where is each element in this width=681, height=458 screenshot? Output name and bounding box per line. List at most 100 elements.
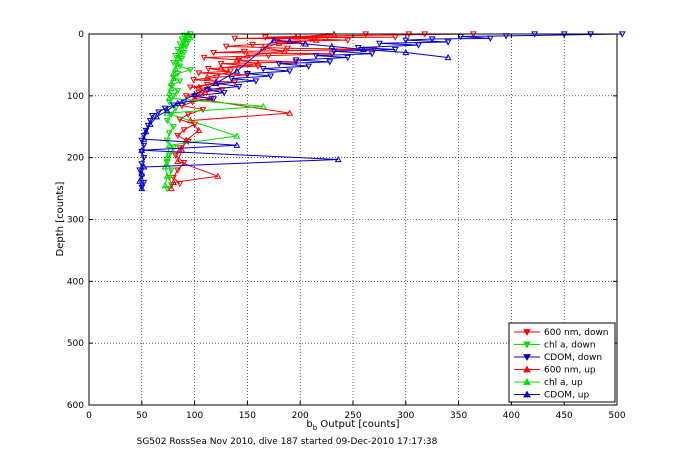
data-point	[233, 67, 241, 74]
data-point	[189, 34, 196, 41]
data-point	[186, 84, 194, 91]
data-point	[138, 184, 146, 192]
data-point	[286, 37, 294, 44]
x-axis-label-main: b	[306, 419, 312, 430]
data-point	[203, 73, 211, 80]
data-point	[344, 54, 352, 62]
data-point	[280, 47, 288, 54]
data-point	[174, 60, 182, 67]
data-point	[286, 68, 294, 75]
data-point	[190, 77, 197, 84]
x-tick-label: 450	[556, 411, 573, 421]
legend-entry: CDOM, down	[514, 353, 602, 363]
legend-marker	[523, 390, 531, 398]
data-point	[261, 34, 269, 41]
data-point	[444, 39, 452, 46]
data-point	[312, 36, 320, 43]
series-line	[172, 33, 474, 184]
data-point	[191, 93, 199, 100]
data-point	[214, 172, 222, 179]
x-tick-label: 500	[608, 411, 625, 421]
y-tick-label: 600	[67, 401, 84, 411]
data-point	[138, 170, 146, 177]
data-point	[235, 83, 243, 91]
data-point	[165, 174, 173, 182]
y-tick-label: 200	[67, 154, 84, 164]
data-point	[182, 136, 190, 143]
data-point	[195, 83, 203, 90]
series-line	[139, 39, 449, 189]
legend-entry: chl a, up	[514, 377, 583, 388]
data-point	[174, 132, 182, 140]
x-axis-label-subscript: b	[313, 424, 318, 432]
data-point	[176, 78, 184, 85]
x-tick-label: 300	[397, 411, 414, 421]
data-point	[428, 36, 436, 43]
data-point	[254, 60, 262, 67]
data-point	[140, 179, 148, 187]
data-point	[176, 50, 184, 57]
data-point	[618, 31, 626, 38]
data-point	[161, 105, 169, 112]
data-point	[391, 46, 399, 54]
data-point	[174, 99, 182, 106]
data-point	[165, 141, 173, 148]
legend-entry: CDOM, up	[514, 390, 589, 401]
data-point	[182, 93, 190, 100]
data-point	[360, 45, 368, 53]
series-3	[167, 30, 338, 192]
data-point	[167, 184, 175, 192]
legend-entry: chl a, down	[514, 341, 596, 351]
data-point	[228, 75, 236, 83]
data-point	[328, 51, 336, 58]
data-point	[178, 56, 186, 63]
data-point	[138, 146, 146, 153]
data-point	[170, 74, 177, 82]
legend-label: 600 nm, down	[544, 328, 609, 338]
legend-marker	[523, 377, 531, 385]
data-point	[172, 152, 180, 159]
data-point	[140, 142, 148, 149]
data-point	[191, 90, 199, 98]
data-point	[249, 41, 257, 49]
x-tick-label: 250	[344, 411, 361, 421]
data-point	[170, 93, 177, 100]
data-point	[186, 67, 194, 74]
data-point	[167, 167, 175, 174]
x-axis-label: bb Output [counts]	[306, 419, 399, 432]
data-point	[217, 61, 225, 68]
data-point	[391, 34, 399, 41]
data-point	[153, 113, 161, 120]
legend: 600 nm, down chl a, down CDOM, down 600 nm,…	[508, 322, 616, 403]
legend-marker	[523, 354, 531, 362]
data-point	[231, 35, 239, 42]
data-point	[172, 64, 180, 72]
y-tick-label: 300	[67, 216, 84, 226]
data-point	[243, 52, 251, 59]
data-point	[368, 51, 376, 58]
data-point	[170, 59, 177, 67]
data-point	[259, 66, 267, 73]
data-point	[180, 32, 188, 39]
data-point	[174, 167, 182, 174]
data-point	[214, 80, 222, 88]
data-point	[178, 45, 186, 52]
data-point	[174, 157, 182, 164]
data-point	[155, 109, 163, 116]
data-point	[415, 42, 422, 49]
data-point	[163, 172, 171, 179]
data-point	[286, 109, 294, 116]
data-point	[218, 87, 226, 94]
data-point	[174, 46, 182, 54]
data-point	[180, 127, 188, 134]
y-tick-label: 0	[78, 30, 84, 40]
data-point	[178, 103, 186, 110]
data-point	[252, 78, 260, 85]
data-point	[199, 106, 207, 114]
legend-entry: 600 nm, up	[514, 365, 596, 376]
data-point	[165, 130, 173, 137]
x-tick-label: 200	[292, 411, 309, 421]
data-point	[375, 40, 383, 47]
data-point	[140, 163, 148, 170]
